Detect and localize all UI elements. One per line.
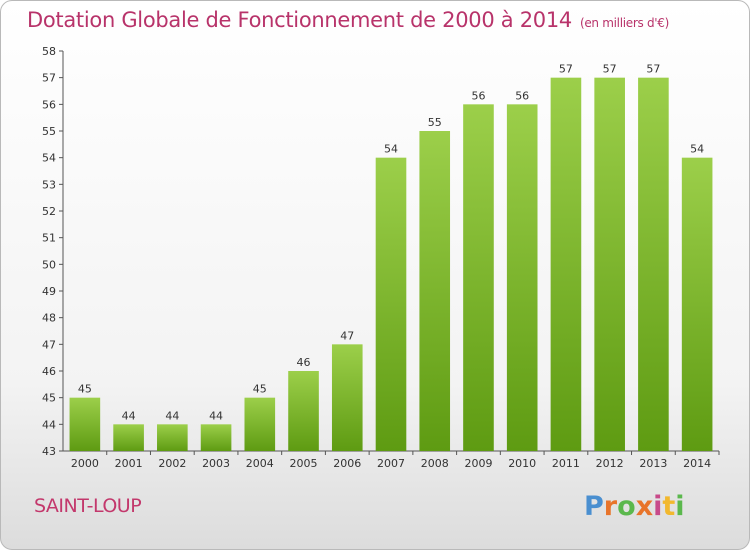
bar	[463, 104, 494, 451]
x-tick-label: 2010	[508, 457, 536, 470]
data-label: 45	[78, 383, 92, 396]
y-tick-label: 54	[42, 152, 56, 165]
bar	[244, 397, 276, 451]
bar	[594, 77, 625, 452]
x-tick-label: 2005	[290, 457, 318, 470]
bar	[419, 131, 451, 451]
logo-letter: t	[662, 491, 676, 522]
logo-letter: i	[653, 491, 663, 522]
bar	[331, 344, 363, 451]
y-tick-label: 46	[42, 365, 56, 378]
data-label: 57	[646, 63, 660, 76]
x-tick-label: 2014	[683, 457, 711, 470]
y-tick-label: 43	[42, 445, 56, 458]
bar	[638, 77, 669, 452]
logo-letter: i	[675, 491, 685, 522]
y-tick-label: 57	[42, 72, 56, 85]
y-tick-label: 51	[42, 232, 56, 245]
data-label: 44	[209, 409, 223, 422]
y-tick-label: 47	[42, 338, 56, 351]
x-tick-label: 2008	[421, 457, 449, 470]
data-label: 56	[515, 89, 529, 102]
bar	[550, 77, 582, 452]
bar	[157, 424, 188, 451]
bar	[288, 371, 319, 451]
chart-title-text: Dotation Globale de Fonctionnement de 20…	[27, 8, 572, 32]
x-axis: 2000 2001 2002 2003 2004 2005 2006 2007 2008 2009…	[63, 450, 720, 470]
data-label: 44	[122, 409, 136, 422]
x-tick-label: 2011	[552, 457, 580, 470]
bar	[200, 424, 232, 451]
data-label: 56	[471, 89, 485, 102]
y-tick-label: 56	[42, 98, 56, 111]
data-labels-group: 45 44 44 44 45 46 47 54 55 56 56 57 57 57 54	[78, 63, 704, 423]
data-label: 57	[603, 63, 617, 76]
y-tick-label: 50	[42, 258, 56, 271]
x-tick-label: 2012	[596, 457, 624, 470]
y-tick-label: 58	[42, 45, 56, 58]
x-tick-label: 2000	[71, 457, 99, 470]
data-label: 44	[165, 409, 179, 422]
y-tick-label: 45	[42, 392, 56, 405]
x-tick-label: 2002	[158, 457, 186, 470]
y-tick-label: 53	[42, 178, 56, 191]
data-label: 45	[253, 383, 267, 396]
bar	[506, 104, 538, 451]
y-tick-label: 52	[42, 205, 56, 218]
data-label: 46	[297, 356, 311, 369]
x-tick-label: 2004	[246, 457, 274, 470]
logo-letter: o	[617, 491, 636, 522]
data-label: 54	[690, 143, 704, 156]
commune-name: SAINT-LOUP	[34, 495, 142, 517]
bars-group	[69, 77, 713, 452]
x-tick-label: 2003	[202, 457, 230, 470]
x-tick-label: 2006	[333, 457, 361, 470]
data-label: 57	[559, 63, 573, 76]
bar	[113, 424, 144, 451]
y-tick-label: 48	[42, 312, 56, 325]
x-tick-label: 2007	[377, 457, 405, 470]
bar	[69, 397, 101, 451]
logo-letter: x	[635, 491, 654, 522]
bar	[681, 157, 713, 451]
data-label: 55	[428, 116, 442, 129]
bar	[375, 157, 407, 451]
logo-letter: P	[584, 491, 604, 522]
y-tick-label: 44	[42, 418, 56, 431]
data-label: 47	[340, 329, 354, 342]
x-tick-label: 2001	[115, 457, 143, 470]
y-tick-label: 55	[42, 125, 56, 138]
chart-title: Dotation Globale de Fonctionnement de 20…	[27, 8, 669, 32]
x-tick-label: 2009	[464, 457, 492, 470]
proxiti-logo[interactable]: Proxiti	[584, 491, 685, 522]
chart-subtitle: (en milliers d'€)	[579, 16, 669, 30]
logo-letter: r	[603, 491, 618, 522]
x-tick-label: 2013	[639, 457, 667, 470]
data-label: 54	[384, 143, 398, 156]
y-tick-label: 49	[42, 285, 56, 298]
y-axis: 43 44 45 46 47 48 49 50 51 52 53 54 55 56 57 58	[42, 45, 64, 458]
